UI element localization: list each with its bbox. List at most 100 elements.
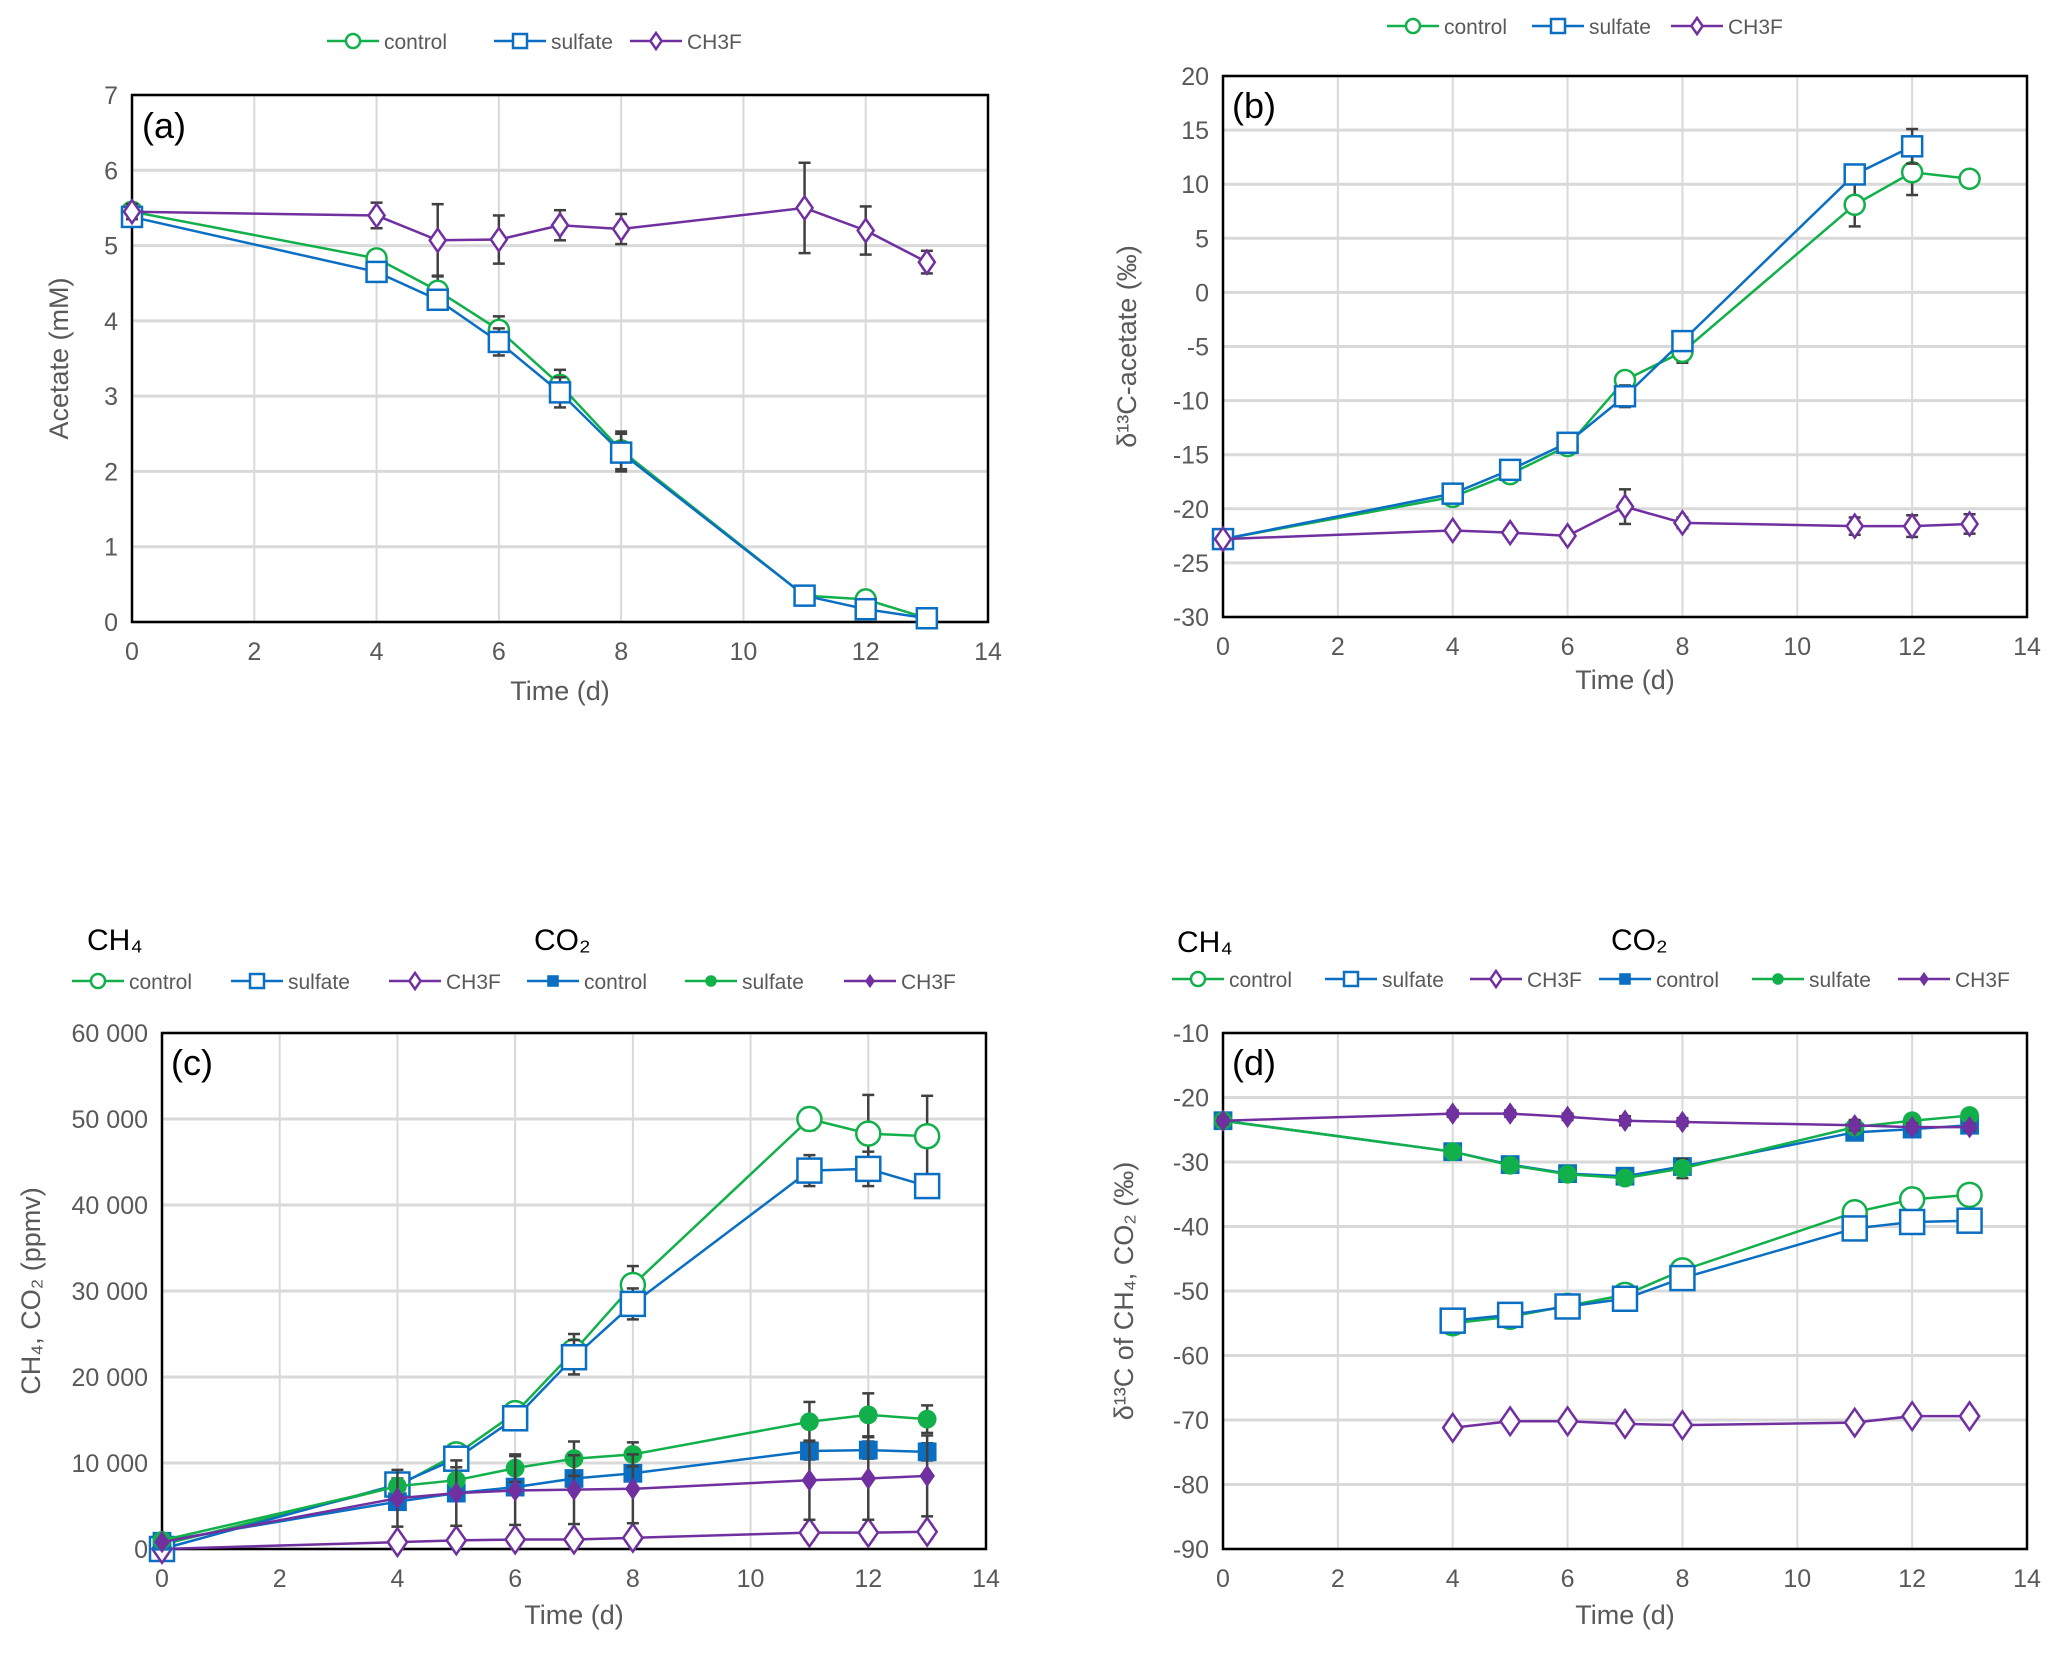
y-tick-label: 0: [104, 609, 118, 637]
data-point: [796, 1105, 823, 1133]
legend-item: CH3F: [1898, 969, 2010, 992]
legend-label: control: [1656, 969, 1719, 992]
legend-label: control: [584, 971, 647, 994]
data-point: [915, 606, 939, 630]
legend-label: CH3F: [1728, 16, 1783, 39]
legend-marker: [1488, 968, 1504, 990]
y-tick-label: 5: [104, 233, 118, 261]
x-axis-label: Time (d): [524, 1600, 624, 1630]
data-point: [917, 248, 937, 276]
data-point: [611, 215, 631, 243]
legend-marker: [1342, 970, 1360, 988]
y-tick-label: 20 000: [72, 1364, 148, 1392]
legend-marker: [1689, 15, 1705, 37]
data-point: [448, 1481, 465, 1505]
legend-label: sulfate: [1809, 969, 1871, 992]
legend-label: CH3F: [901, 971, 956, 994]
legend-group-title: CH₄: [1177, 926, 1233, 959]
legend-item: sulfate: [1752, 969, 1871, 992]
y-tick-label: 60 000: [72, 1020, 148, 1048]
y-tick-label: 10 000: [72, 1450, 148, 1478]
data-point: [1500, 1155, 1520, 1175]
y-tick-label: -30: [1173, 1149, 1209, 1177]
y-tick-label: 0: [1195, 279, 1209, 307]
y-tick-label: 15: [1181, 117, 1209, 145]
x-axis-label: Time (d): [1575, 665, 1675, 695]
y-axis-label: Acetate (mM): [44, 277, 74, 439]
data-point: [1617, 1109, 1633, 1132]
data-point: [1843, 193, 1866, 217]
data-point: [1502, 1102, 1518, 1125]
legend-marker: [407, 970, 423, 992]
legend-marker: [1549, 17, 1567, 35]
data-point: [793, 584, 816, 607]
data-point: [489, 225, 509, 254]
data-point: [1898, 1186, 1926, 1213]
legend-item: CH3F: [389, 970, 501, 994]
data-point: [1441, 482, 1464, 505]
data-point: [548, 381, 572, 404]
panel-label: (d): [1232, 1042, 1276, 1083]
legend-marker: [1619, 973, 1631, 985]
legend-label: control: [1229, 969, 1292, 992]
data-point: [1900, 135, 1924, 158]
data-point: [796, 1157, 823, 1184]
data-point: [367, 201, 387, 230]
legend-label: sulfate: [1589, 16, 1651, 39]
data-point: [1613, 385, 1637, 408]
data-point: [1845, 512, 1865, 540]
series-line: [1452, 1193, 1970, 1325]
series-line: [131, 215, 928, 620]
data-point: [487, 330, 511, 354]
series-sulfate-ch4: [148, 1150, 941, 1563]
data-point: [1672, 509, 1692, 537]
legend-item: control: [1172, 969, 1292, 992]
x-tick-label: 2: [1331, 633, 1345, 661]
data-point: [1615, 1168, 1635, 1188]
legend-marker: [648, 30, 664, 52]
data-point: [1558, 522, 1578, 550]
x-tick-label: 10: [730, 638, 758, 666]
legend-label: CH3F: [687, 31, 742, 54]
data-point: [1439, 1307, 1466, 1334]
y-tick-label: 40 000: [72, 1192, 148, 1220]
legend-label: CH3F: [1955, 969, 2010, 992]
x-tick-label: 14: [972, 1565, 1000, 1593]
legend-marker: [248, 972, 266, 990]
legend-item: sulfate: [1532, 16, 1651, 39]
series-line: [161, 1167, 928, 1551]
y-tick-label: -80: [1173, 1472, 1209, 1500]
chart-panel-b: 0 2 4 6 8 10 12 14 -30 -25 -20 -15 -10 -5 0 5 10 15 20 Time…: [1112, 15, 2041, 695]
x-tick-label: 0: [1216, 1565, 1230, 1593]
data-point: [1671, 1409, 1694, 1442]
data-point: [855, 1120, 882, 1147]
x-tick-label: 12: [1898, 1565, 1926, 1593]
y-tick-label: 5: [1195, 225, 1209, 253]
x-tick-label: 14: [2013, 1565, 2041, 1593]
legend-item: sulfate: [494, 31, 613, 54]
data-point: [562, 1523, 586, 1556]
y-tick-label: -10: [1173, 1020, 1209, 1048]
data-point: [1443, 1142, 1463, 1162]
data-point: [1846, 1113, 1863, 1137]
data-point: [504, 1523, 527, 1556]
data-point: [1500, 518, 1520, 547]
data-point: [1498, 458, 1522, 482]
data-point: [365, 260, 388, 284]
legend-label: sulfate: [1382, 969, 1444, 992]
y-tick-label: 20: [1181, 63, 1209, 91]
data-point: [609, 441, 633, 464]
legend-label: CH3F: [1527, 969, 1582, 992]
x-tick-label: 2: [247, 638, 261, 666]
legend-item: CH3F: [844, 971, 956, 994]
legend-item: CH3F: [1671, 15, 1783, 39]
x-axis-label: Time (d): [510, 676, 610, 706]
x-tick-label: 0: [125, 638, 139, 666]
data-point: [625, 1477, 641, 1501]
legend-group-title: CO₂: [534, 924, 591, 957]
data-point: [919, 1464, 935, 1488]
legend-group-title: CO₂: [1611, 924, 1668, 957]
data-point: [1960, 510, 1980, 538]
legend-label: CH3F: [446, 971, 501, 994]
